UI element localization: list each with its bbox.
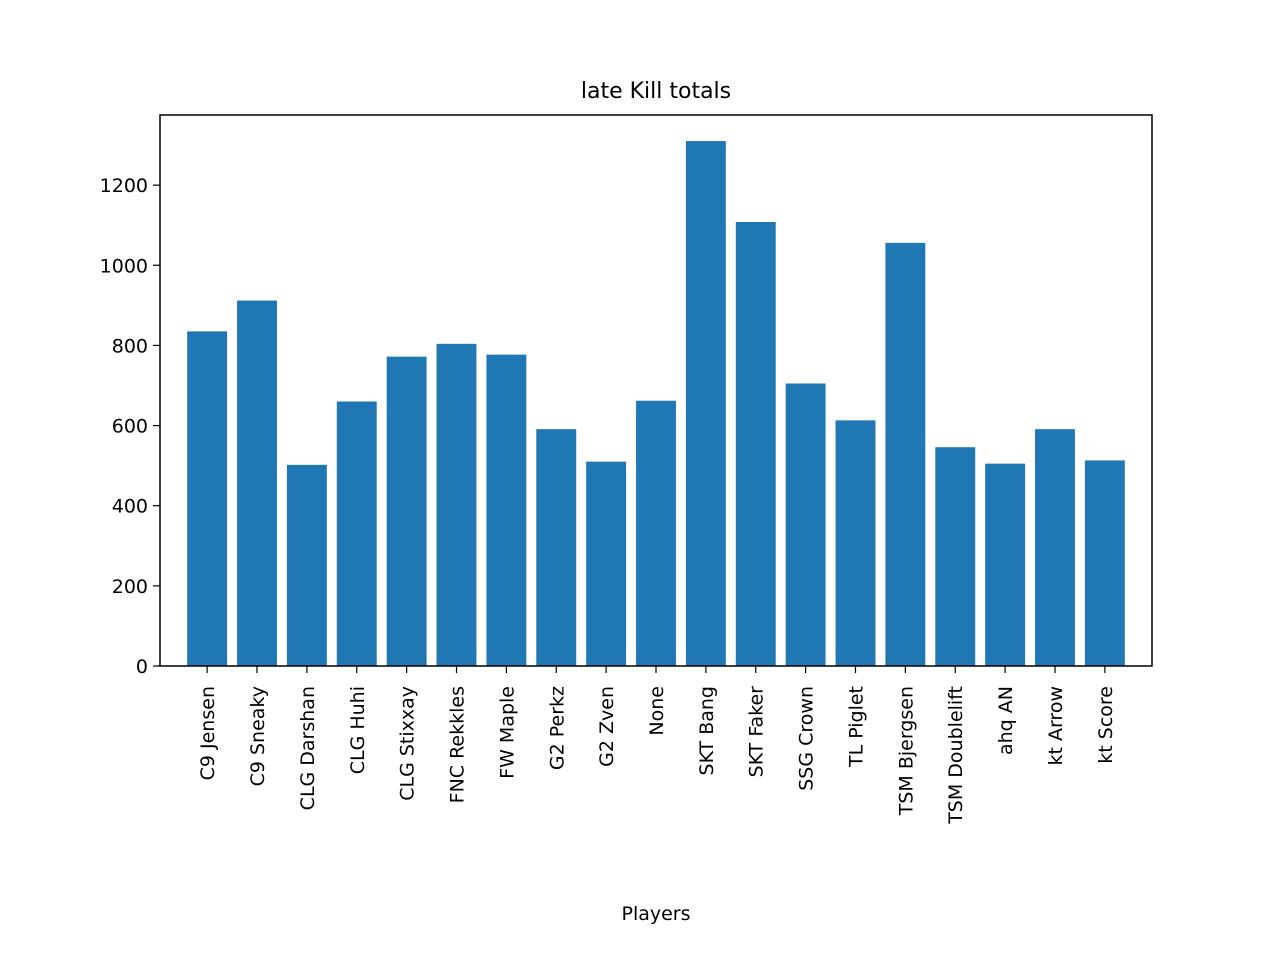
bar: [1035, 429, 1075, 666]
bar: [735, 221, 776, 667]
bar: [885, 242, 926, 666]
x-axis: C9 Jensen C9 Sneaky CLG Darshan CLG Huhi CLG…: [197, 666, 1117, 825]
x-tick-label: G2 Zven: [596, 686, 618, 767]
bar: [187, 331, 228, 666]
x-tick-label: C9 Sneaky: [247, 686, 269, 786]
x-tick-label: kt Score: [1095, 686, 1117, 764]
bar: [586, 461, 627, 666]
bar: [835, 420, 876, 666]
y-tick-label: 1200: [100, 175, 148, 197]
x-tick-label: CLG Darshan: [297, 686, 319, 810]
bars-group: [187, 141, 1125, 667]
y-tick-label: 0: [136, 656, 148, 678]
x-tick-label: CLG Huhi: [347, 686, 369, 774]
x-tick-label: SSG Crown: [796, 686, 818, 791]
bar: [785, 383, 826, 666]
bar: [1084, 460, 1125, 666]
x-tick-label: kt Arrow: [1045, 686, 1067, 766]
x-tick-label: TL Piglet: [845, 686, 867, 768]
bar: [386, 356, 427, 666]
x-tick-label: TSM Bjergsen: [895, 686, 917, 816]
y-axis: 0 200 400 600 800 1000 1200: [100, 175, 160, 678]
x-axis-label: Players: [621, 903, 690, 925]
x-tick-label: C9 Jensen: [197, 686, 219, 780]
bar: [336, 401, 377, 666]
x-tick-label: None: [646, 686, 668, 736]
y-tick-label: 600: [112, 416, 148, 438]
y-tick-label: 1000: [100, 255, 148, 277]
bar: [536, 429, 577, 666]
chart-title: late Kill totals: [581, 79, 731, 104]
bar: [237, 300, 277, 666]
y-tick-label: 200: [112, 576, 148, 598]
x-tick-label: ahq AN: [995, 686, 1017, 755]
bar: [685, 141, 726, 667]
bar: [985, 463, 1026, 666]
x-tick-label: CLG Stixxay: [397, 686, 419, 801]
bar: [935, 447, 976, 666]
bar: [286, 464, 327, 666]
y-tick-label: 800: [112, 335, 148, 357]
x-tick-label: SKT Faker: [746, 686, 768, 778]
bar: [486, 354, 527, 666]
x-tick-label: FNC Rekkles: [447, 686, 469, 803]
bar: [636, 400, 676, 666]
x-tick-label: G2 Perkz: [546, 686, 568, 770]
x-tick-label: FW Maple: [496, 686, 518, 779]
bar: [436, 343, 477, 666]
plot-frame: [159, 114, 1153, 667]
x-tick-label: TSM Doublelift: [945, 686, 967, 825]
x-tick-label: SKT Bang: [696, 686, 718, 775]
y-tick-label: 400: [112, 496, 148, 518]
